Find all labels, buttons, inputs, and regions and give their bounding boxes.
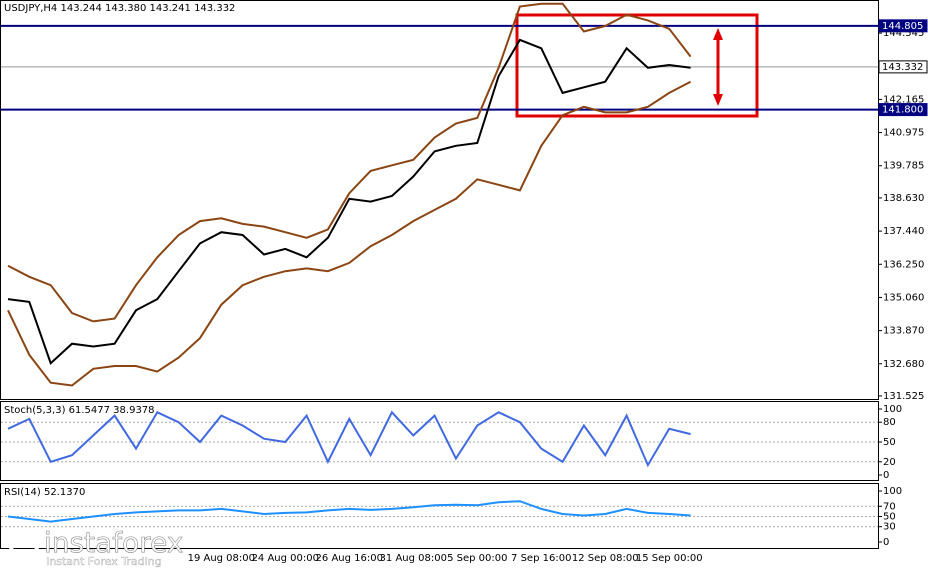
y-tick-label: 131.525 <box>883 391 924 402</box>
y-tick-label: 50 <box>883 437 896 448</box>
level-label: 144.805 <box>882 21 923 32</box>
arrow-head <box>713 28 723 40</box>
y-tick-label: 139.785 <box>883 161 924 172</box>
price-panel <box>0 0 879 400</box>
y-tick-label: 140.975 <box>883 128 924 139</box>
level-label-box <box>878 103 928 117</box>
y-tick-label: 70 <box>883 501 896 512</box>
y-tick-label: 20 <box>883 457 896 468</box>
y-tick-label: 133.870 <box>883 326 924 337</box>
level-label: 141.800 <box>882 105 923 116</box>
y-tick-label: 138.630 <box>883 193 924 204</box>
panel-title: USDJPY,H4 143.244 143.380 143.241 143.33… <box>4 3 235 14</box>
series-line <box>7 2 692 323</box>
logo-icon <box>9 531 39 561</box>
series-line <box>7 38 691 365</box>
x-tick-label: 15 Sep 00:00 <box>636 553 703 564</box>
y-tick-label: 135.060 <box>883 292 924 303</box>
y-tick-label: 80 <box>883 417 896 428</box>
level-label-box <box>878 60 928 74</box>
series-line <box>7 80 692 387</box>
y-tick-label: 100 <box>883 404 902 415</box>
y-tick-label: 0 <box>883 470 889 481</box>
watermark: instaforex Instant Forex Trading <box>9 526 184 568</box>
x-tick-label: 7 Sep 16:00 <box>511 553 571 564</box>
range-box <box>515 13 759 118</box>
panel-title: Stoch(5,3,3) 61.5477 38.9378 <box>4 405 155 416</box>
stoch-panel <box>0 401 879 481</box>
tagline: Instant Forex Trading <box>46 555 162 568</box>
series-line <box>7 410 691 468</box>
y-tick-label: 144.545 <box>883 28 924 39</box>
y-tick-label: 137.440 <box>883 226 924 237</box>
y-tick-label: 136.250 <box>883 259 924 270</box>
x-tick-label: 5 Sep 00:00 <box>447 553 507 564</box>
level-label: 143.332 <box>882 62 923 73</box>
level-label-box <box>878 19 928 33</box>
y-tick-label: 30 <box>883 522 896 533</box>
brand: instaforex <box>44 526 183 559</box>
x-tick-label: 12 Sep 08:00 <box>572 553 639 564</box>
x-tick-label: 31 Aug 08:00 <box>380 553 447 564</box>
series-line <box>7 500 691 523</box>
y-tick-label: 142.165 <box>883 94 924 105</box>
y-tick-label: 132.680 <box>883 359 924 370</box>
x-tick-label: 19 Aug 08:00 <box>188 553 255 564</box>
annotation <box>515 13 759 118</box>
x-tick-label: 26 Aug 16:00 <box>316 553 383 564</box>
arrow-head <box>713 94 723 106</box>
x-tick-label: 24 Aug 00:00 <box>252 553 319 564</box>
y-tick-label: 50 <box>883 512 896 523</box>
y-tick-label: 100 <box>883 486 902 497</box>
panel-title: RSI(14) 52.1370 <box>4 487 85 498</box>
y-tick-label: 0 <box>883 537 889 548</box>
